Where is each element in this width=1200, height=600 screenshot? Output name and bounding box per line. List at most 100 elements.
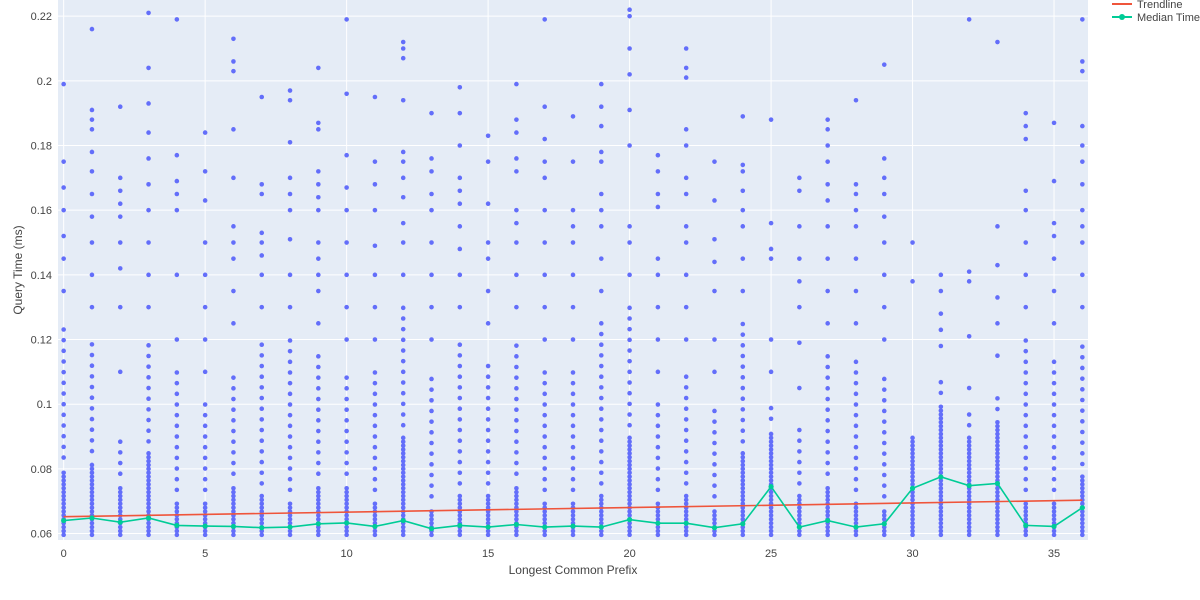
scatter-point bbox=[429, 169, 434, 174]
scatter-point bbox=[174, 517, 180, 522]
y-tick-label: 0.06 bbox=[31, 529, 52, 541]
scatter-point bbox=[231, 240, 236, 245]
scatter-point bbox=[259, 191, 265, 197]
median-time-marker bbox=[513, 521, 520, 528]
scatter-point bbox=[627, 493, 632, 499]
scatter-point bbox=[1023, 444, 1029, 450]
scatter-point bbox=[287, 513, 293, 518]
scatter-point bbox=[1080, 501, 1085, 507]
scatter-point bbox=[627, 458, 632, 464]
scatter-point bbox=[174, 466, 180, 471]
scatter-point bbox=[344, 493, 349, 499]
scatter-point bbox=[89, 470, 95, 476]
scatter-point bbox=[231, 396, 236, 402]
scatter-point bbox=[259, 94, 265, 100]
scatter-point bbox=[202, 272, 208, 278]
scatter-point bbox=[966, 493, 972, 499]
scatter-point bbox=[344, 450, 349, 455]
scatter-point bbox=[372, 380, 378, 386]
scatter-point bbox=[514, 493, 519, 499]
scatter-point bbox=[202, 198, 208, 203]
scatter-point bbox=[117, 369, 123, 375]
scatter-point bbox=[966, 454, 972, 460]
scatter-point bbox=[287, 423, 293, 429]
scatter-point bbox=[89, 342, 95, 347]
scatter-point bbox=[89, 26, 95, 32]
scatter-point bbox=[429, 408, 434, 414]
median-time-marker bbox=[230, 523, 237, 530]
scatter-point bbox=[400, 528, 406, 534]
legend-item-median-time[interactable]: Median Time bbox=[1112, 12, 1200, 24]
scatter-point bbox=[514, 304, 519, 310]
scatter-point bbox=[598, 513, 604, 518]
scatter-point bbox=[797, 279, 802, 284]
scatter-point bbox=[287, 391, 293, 397]
scatter-point bbox=[910, 524, 915, 530]
scatter-point bbox=[316, 194, 321, 200]
scatter-point bbox=[259, 501, 265, 507]
scatter-point bbox=[61, 497, 66, 503]
scatter-point bbox=[485, 288, 491, 294]
scatter-point bbox=[938, 485, 944, 491]
scatter-point bbox=[259, 427, 265, 433]
legend-item-trendline[interactable]: Trendline bbox=[1112, 0, 1182, 11]
scatter-point bbox=[881, 528, 887, 534]
scatter-point bbox=[655, 272, 661, 278]
y-tick-label: 0.1 bbox=[37, 399, 52, 411]
scatter-point bbox=[853, 402, 859, 407]
scatter-point bbox=[400, 513, 406, 518]
scatter-point bbox=[287, 348, 293, 354]
scatter-point bbox=[825, 509, 830, 514]
scatter-point bbox=[910, 451, 915, 456]
scatter-point bbox=[89, 169, 95, 174]
scatter-point bbox=[202, 505, 208, 510]
scatter-point bbox=[627, 422, 632, 428]
scatter-point bbox=[61, 159, 66, 164]
scatter-point bbox=[146, 439, 151, 444]
scatter-point bbox=[740, 439, 746, 444]
scatter-point bbox=[910, 435, 915, 441]
scatter-point bbox=[1080, 387, 1085, 392]
scatter-point bbox=[910, 509, 915, 514]
scatter-point bbox=[910, 454, 915, 460]
scatter-point bbox=[768, 462, 774, 468]
scatter-point bbox=[429, 430, 434, 435]
scatter-point bbox=[712, 419, 717, 424]
scatter-point bbox=[570, 513, 576, 518]
scatter-point bbox=[146, 485, 151, 491]
scatter-point bbox=[598, 509, 604, 514]
scatter-point bbox=[259, 230, 265, 236]
scatter-point bbox=[542, 455, 548, 461]
scatter-point bbox=[514, 532, 519, 538]
scatter-point bbox=[881, 472, 887, 478]
scatter-point bbox=[61, 391, 66, 396]
scatter-point bbox=[117, 497, 123, 503]
median-time-marker bbox=[881, 521, 887, 527]
scatter-point bbox=[1080, 17, 1085, 22]
scatter-point bbox=[287, 236, 293, 242]
scatter-point bbox=[995, 501, 1000, 507]
scatter-point bbox=[316, 513, 321, 518]
scatter-point bbox=[514, 471, 519, 477]
scatter-point bbox=[655, 513, 661, 518]
scatter-point bbox=[627, 470, 632, 476]
scatter-point bbox=[61, 256, 66, 261]
x-tick-label: 10 bbox=[341, 548, 353, 560]
scatter-point bbox=[429, 191, 434, 197]
scatter-point bbox=[712, 520, 717, 526]
scatter-point bbox=[89, 524, 95, 530]
scatter-point bbox=[598, 123, 604, 129]
scatter-point bbox=[231, 321, 236, 326]
scatter-point bbox=[316, 207, 321, 213]
scatter-point bbox=[881, 337, 887, 342]
scatter-point bbox=[202, 517, 208, 522]
scatter-point bbox=[231, 428, 236, 434]
scatter-point bbox=[853, 455, 859, 461]
median-time-marker bbox=[909, 485, 916, 491]
scatter-point bbox=[372, 370, 378, 375]
scatter-point bbox=[514, 485, 519, 491]
scatter-point bbox=[853, 476, 859, 482]
scatter-point bbox=[995, 513, 1000, 518]
scatter-point bbox=[316, 364, 321, 370]
scatter-point bbox=[853, 370, 859, 375]
